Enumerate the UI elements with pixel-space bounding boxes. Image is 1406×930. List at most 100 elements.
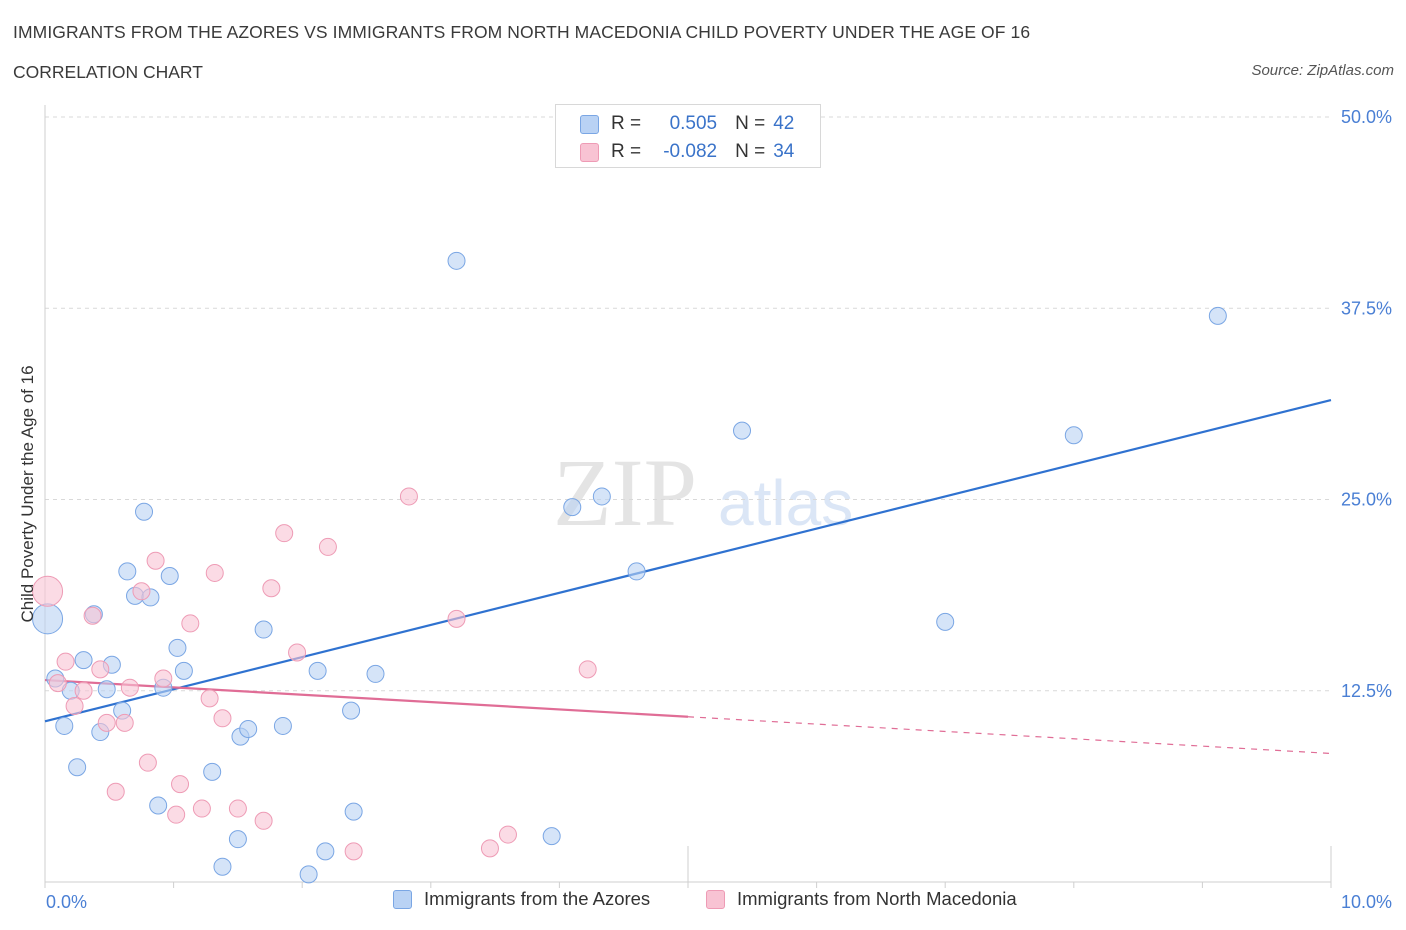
bottom-legend-label: Immigrants from the Azores <box>424 888 651 909</box>
azores-point <box>135 502 154 521</box>
azores-point <box>118 562 137 581</box>
azores-point <box>366 664 385 683</box>
macedonia-point <box>97 713 116 732</box>
azores-point <box>239 720 258 738</box>
macedonia-point <box>115 713 134 732</box>
azores-point <box>316 842 335 861</box>
macedonia-point <box>192 799 211 818</box>
azores-point <box>447 251 466 270</box>
macedonia-point <box>213 709 232 728</box>
macedonia-point <box>447 609 466 628</box>
macedonia-point <box>56 652 75 671</box>
azores-point <box>68 758 87 777</box>
legend-r-label: R = <box>611 113 642 134</box>
macedonia-point <box>262 579 281 598</box>
macedonia-point <box>91 660 110 679</box>
macedonia-point <box>399 487 418 506</box>
azores-point <box>1208 306 1227 325</box>
watermark-zip: ZIP <box>553 439 697 546</box>
macedonia-point <box>167 805 186 824</box>
macedonia-point <box>83 606 102 625</box>
y-tick-label: 50.0% <box>1341 107 1392 127</box>
bottom-swatch-blue <box>393 889 412 909</box>
legend-row-azores: R = 0.505 N = 42 <box>580 111 794 137</box>
azores-point <box>733 421 752 440</box>
macedonia-point <box>154 669 173 688</box>
chart-title: IMMIGRANTS FROM THE AZORES VS IMMIGRANTS… <box>13 22 1031 42</box>
macedonia-point <box>254 811 273 830</box>
macedonia-point <box>138 753 157 772</box>
axes <box>44 105 1332 888</box>
azores-point <box>627 562 646 581</box>
azores-point <box>74 651 93 670</box>
watermark: ZIP atlas <box>553 439 853 546</box>
legend-r-value: -0.082 <box>663 141 718 162</box>
azores-point <box>254 620 273 639</box>
chart-subtitle: CORRELATION CHART <box>13 62 203 82</box>
bottom-legend-macedonia: Immigrants from North Macedonia <box>706 888 1017 910</box>
azores-point <box>149 796 168 815</box>
legend-swatch-pink <box>580 142 599 162</box>
macedonia-point <box>228 799 247 818</box>
legend-row-macedonia: R = -0.082 N = 34 <box>580 139 794 165</box>
macedonia-point <box>344 842 363 861</box>
gridlines <box>45 116 1331 692</box>
azores-point <box>32 603 64 635</box>
tick-labels: 12.5% 25.0% 37.5% 50.0% 0.0% 10.0% <box>46 107 1392 912</box>
macedonia-point <box>578 660 597 679</box>
macedonia-point <box>275 524 294 543</box>
macedonia-point <box>32 575 64 607</box>
data-points <box>32 251 1227 884</box>
azores-point <box>97 680 116 699</box>
azores-point <box>936 612 955 631</box>
x-tick-label: 10.0% <box>1341 892 1392 912</box>
macedonia-point <box>205 563 224 582</box>
azores-trend-line <box>44 398 1332 723</box>
macedonia-point <box>65 697 84 716</box>
azores-point <box>168 638 187 657</box>
x-tick-label: 0.0% <box>46 892 87 912</box>
azores-point <box>160 567 179 585</box>
azores-point <box>203 762 222 781</box>
legend-n-value: 34 <box>773 141 795 162</box>
azores-point <box>273 716 292 735</box>
macedonia-point <box>48 674 67 693</box>
trend-lines <box>44 398 1332 755</box>
legend-n-value: 42 <box>773 113 795 134</box>
bottom-legend-azores: Immigrants from the Azores <box>393 888 650 910</box>
y-tick-label: 37.5% <box>1341 298 1392 318</box>
macedonia-point <box>480 839 499 858</box>
bottom-legend-label: Immigrants from North Macedonia <box>737 888 1017 909</box>
legend-r-value: 0.505 <box>669 113 718 134</box>
macedonia-point <box>171 775 190 794</box>
macedonia-point <box>181 614 200 633</box>
macedonia-point <box>146 551 165 570</box>
y-axis-label: Child Poverty Under the Age of 16 <box>18 365 37 622</box>
bottom-swatch-pink <box>706 889 725 909</box>
macedonia-point <box>132 582 151 601</box>
macedonia-point <box>288 643 307 662</box>
azores-point <box>1064 426 1083 445</box>
y-tick-label: 12.5% <box>1341 681 1392 701</box>
macedonia-point <box>106 782 125 801</box>
macedonia-trend-extension <box>687 716 1332 755</box>
legend-r-label: R = <box>611 141 642 162</box>
azores-point <box>563 498 582 517</box>
azores-point <box>342 701 361 720</box>
macedonia-point <box>120 678 139 697</box>
legend-swatch-blue <box>580 114 599 134</box>
source-credit: Source: ZipAtlas.com <box>1251 62 1394 79</box>
azores-point <box>542 827 561 846</box>
macedonia-point <box>74 681 93 700</box>
azores-point <box>213 857 232 876</box>
azores-point <box>592 487 611 506</box>
watermark-atlas: atlas <box>718 467 853 539</box>
macedonia-point <box>200 689 219 708</box>
macedonia-point <box>498 825 517 844</box>
azores-point <box>228 830 247 849</box>
stats-legend: R = 0.505 N = 42 R = -0.082 N = 34 <box>555 104 821 168</box>
azores-point <box>308 661 327 680</box>
y-tick-label: 25.0% <box>1341 490 1392 510</box>
azores-point <box>299 865 318 884</box>
